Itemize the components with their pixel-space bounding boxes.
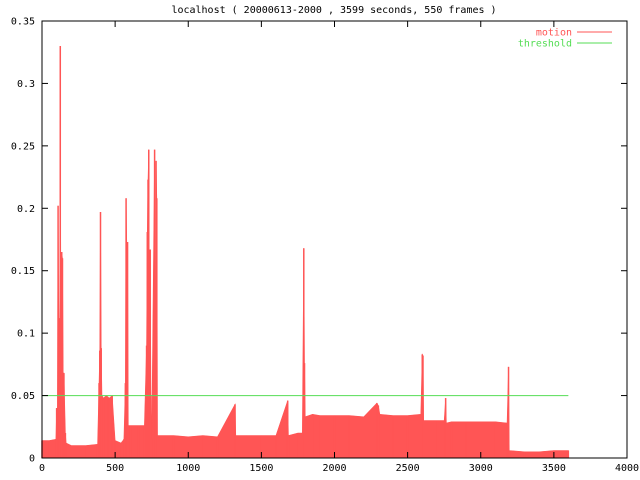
y-tick-label: 0.3 (17, 79, 35, 90)
x-tick-label: 4000 (615, 463, 639, 474)
y-tick-label: 0.25 (11, 141, 35, 152)
plot-marks (41, 45, 570, 459)
axis-ticks: 0 500 1000 1500 2000 2500 3000 3500 4000 0 0.05 0.1… (11, 17, 639, 475)
chart-title: localhost ( 20000613-2000 , 3599 seconds… (171, 5, 496, 16)
legend-label-threshold: threshold (518, 39, 572, 50)
x-tick-label: 2000 (322, 463, 346, 474)
x-tick-label: 500 (106, 463, 124, 474)
series-motion (41, 45, 570, 459)
x-tick-label: 3500 (542, 463, 566, 474)
y-tick-label: 0.35 (11, 17, 35, 28)
x-tick-label: 1500 (249, 463, 273, 474)
x-tick-label: 0 (39, 463, 45, 474)
x-tick-label: 1000 (176, 463, 200, 474)
x-tick-label: 3000 (469, 463, 493, 474)
x-tick-label: 2500 (396, 463, 420, 474)
legend-label-motion: motion (536, 28, 572, 39)
y-tick-label: 0.15 (11, 266, 35, 277)
y-tick-label: 0.05 (11, 391, 35, 402)
y-tick-label: 0.1 (17, 329, 35, 340)
y-tick-label: 0 (29, 454, 35, 465)
y-tick-label: 0.2 (17, 204, 35, 215)
